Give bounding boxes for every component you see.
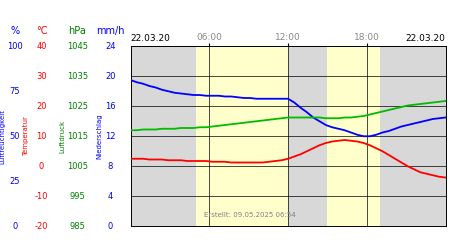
Text: 8: 8: [108, 162, 113, 171]
Text: 40: 40: [36, 42, 47, 51]
Text: Luftfeuchtigkeit: Luftfeuchtigkeit: [0, 109, 6, 164]
Text: %: %: [10, 26, 19, 36]
Text: -20: -20: [35, 222, 48, 231]
Text: 1005: 1005: [67, 162, 88, 171]
Text: 25: 25: [9, 177, 20, 186]
Text: 100: 100: [7, 42, 22, 51]
Text: 50: 50: [9, 132, 20, 141]
Text: 0: 0: [108, 222, 113, 231]
Text: Luftdruck: Luftdruck: [59, 120, 65, 153]
Text: 1035: 1035: [67, 72, 88, 81]
Text: Temperatur: Temperatur: [23, 116, 29, 156]
Text: 20: 20: [105, 72, 116, 81]
Bar: [196, 46, 288, 226]
Text: 20: 20: [36, 102, 47, 111]
Text: 10: 10: [36, 132, 47, 141]
Text: 16: 16: [105, 102, 116, 111]
Text: mm/h: mm/h: [96, 26, 125, 36]
Text: 1045: 1045: [67, 42, 88, 51]
Text: 12: 12: [105, 132, 116, 141]
Text: 995: 995: [69, 192, 85, 201]
Text: 24: 24: [105, 42, 116, 51]
Text: 0: 0: [12, 222, 18, 231]
Text: 22.03.20: 22.03.20: [405, 34, 446, 43]
Text: 22.03.20: 22.03.20: [130, 34, 171, 43]
Text: 75: 75: [9, 87, 20, 96]
Text: 0: 0: [39, 162, 44, 171]
Bar: [288, 46, 328, 226]
Text: 985: 985: [69, 222, 86, 231]
Text: 30: 30: [36, 72, 47, 81]
Text: °C: °C: [36, 26, 47, 36]
Bar: [130, 46, 196, 226]
Text: 1025: 1025: [67, 102, 88, 111]
Text: Erstellt: 09.05.2025 06:54: Erstellt: 09.05.2025 06:54: [204, 212, 296, 218]
Bar: [380, 46, 446, 226]
Text: Niederschlag: Niederschlag: [96, 114, 102, 159]
Text: hPa: hPa: [68, 26, 86, 36]
Text: 4: 4: [108, 192, 113, 201]
Text: -10: -10: [35, 192, 48, 201]
Text: 1015: 1015: [67, 132, 88, 141]
Bar: [328, 46, 380, 226]
